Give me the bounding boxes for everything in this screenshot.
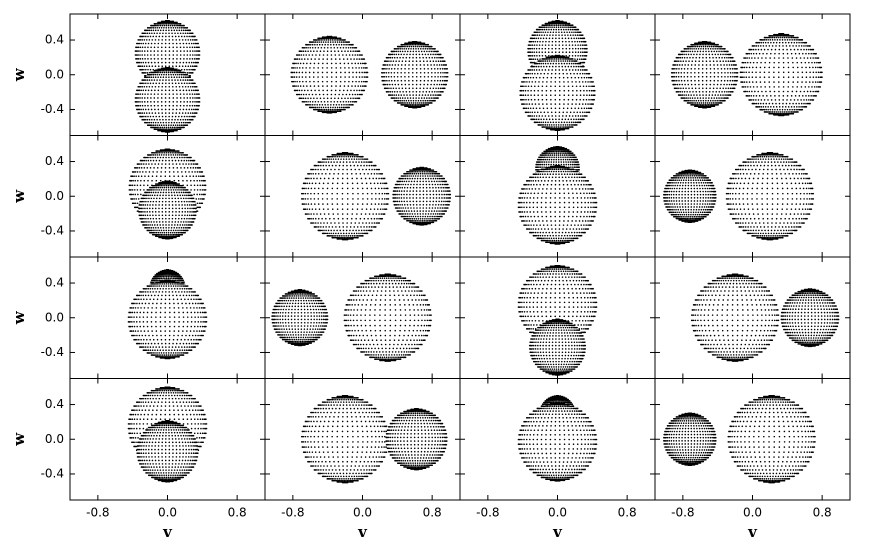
y-axis-label: w xyxy=(10,432,28,447)
panel xyxy=(134,20,201,133)
panel xyxy=(517,264,598,376)
y-tick-label: -0.4 xyxy=(41,102,64,116)
star-dots xyxy=(271,289,329,347)
star-dots xyxy=(138,180,197,240)
x-tick-label: -0.8 xyxy=(281,506,304,520)
star xyxy=(671,41,738,108)
panel xyxy=(300,395,448,484)
panel xyxy=(519,20,596,132)
x-axis-label: v xyxy=(162,523,173,541)
star-dots xyxy=(780,288,840,348)
y-axis-label: w xyxy=(10,189,28,204)
x-tick-label: 0.8 xyxy=(813,506,832,520)
x-tick-label: 0.8 xyxy=(423,506,442,520)
panel xyxy=(127,386,208,483)
y-tick-label: 0.0 xyxy=(45,67,64,81)
y-tick-label: -0.4 xyxy=(41,345,64,359)
y-tick-label: 0.4 xyxy=(45,397,64,411)
star xyxy=(726,152,814,240)
panel xyxy=(300,152,452,241)
x-tick-label: 0.8 xyxy=(618,506,637,520)
star-dots xyxy=(392,166,452,226)
star xyxy=(740,33,823,116)
star-dots xyxy=(663,412,717,467)
y-tick-label: 0.4 xyxy=(45,33,64,47)
x-axis-label: v xyxy=(552,523,563,541)
x-tick-label: -0.8 xyxy=(476,506,499,520)
y-tick-label: 0.4 xyxy=(45,276,64,290)
x-axis-label: v xyxy=(357,523,368,541)
star xyxy=(781,289,839,347)
star-dots xyxy=(380,41,449,109)
y-tick-label: 0.0 xyxy=(45,310,64,324)
y-axis-label: w xyxy=(10,310,28,325)
x-tick-label: -0.8 xyxy=(671,506,694,520)
panel xyxy=(517,395,598,482)
star xyxy=(663,170,716,223)
star-dots xyxy=(519,54,596,132)
star xyxy=(138,181,197,239)
panel xyxy=(663,395,816,484)
star xyxy=(520,55,595,131)
x-tick-label: 0.0 xyxy=(353,506,372,520)
star xyxy=(135,20,200,86)
star-dots xyxy=(385,408,448,471)
star-dots xyxy=(663,169,717,224)
star xyxy=(663,413,716,466)
star xyxy=(137,421,198,482)
x-tick-label: 0.0 xyxy=(158,506,177,520)
y-tick-label: 0.0 xyxy=(45,189,64,203)
star xyxy=(386,408,447,470)
star xyxy=(529,319,586,376)
y-tick-label: 0.0 xyxy=(45,432,64,446)
y-axis-label: w xyxy=(10,67,28,82)
panel xyxy=(670,33,823,117)
star xyxy=(518,265,597,344)
x-tick-label: 0.0 xyxy=(743,506,762,520)
star-dots xyxy=(528,318,587,376)
x-tick-label: -0.8 xyxy=(86,506,109,520)
panel xyxy=(271,273,432,362)
star xyxy=(518,402,597,481)
panel xyxy=(663,152,815,241)
star xyxy=(271,289,328,346)
panel xyxy=(290,35,449,114)
star xyxy=(381,41,448,108)
panel xyxy=(127,269,208,360)
x-axis-label: v xyxy=(747,523,758,541)
star xyxy=(135,67,200,133)
star-dots xyxy=(670,41,739,109)
star xyxy=(301,395,389,483)
star xyxy=(128,280,207,359)
panel xyxy=(690,273,840,362)
y-tick-label: 0.4 xyxy=(45,154,64,168)
star-dots xyxy=(134,67,201,133)
star xyxy=(691,274,779,362)
star xyxy=(291,36,368,113)
star-dots xyxy=(134,20,201,86)
star-dots xyxy=(290,35,369,114)
x-tick-label: 0.8 xyxy=(228,506,247,520)
star xyxy=(301,152,389,240)
star xyxy=(728,395,816,483)
x-tick-label: 0.0 xyxy=(548,506,567,520)
star-dots xyxy=(136,420,199,483)
panel xyxy=(128,148,207,240)
star xyxy=(518,165,597,244)
star xyxy=(392,167,451,225)
star xyxy=(344,274,432,362)
y-tick-label: -0.4 xyxy=(41,466,64,480)
panel xyxy=(517,146,598,245)
y-tick-label: -0.4 xyxy=(41,223,64,237)
